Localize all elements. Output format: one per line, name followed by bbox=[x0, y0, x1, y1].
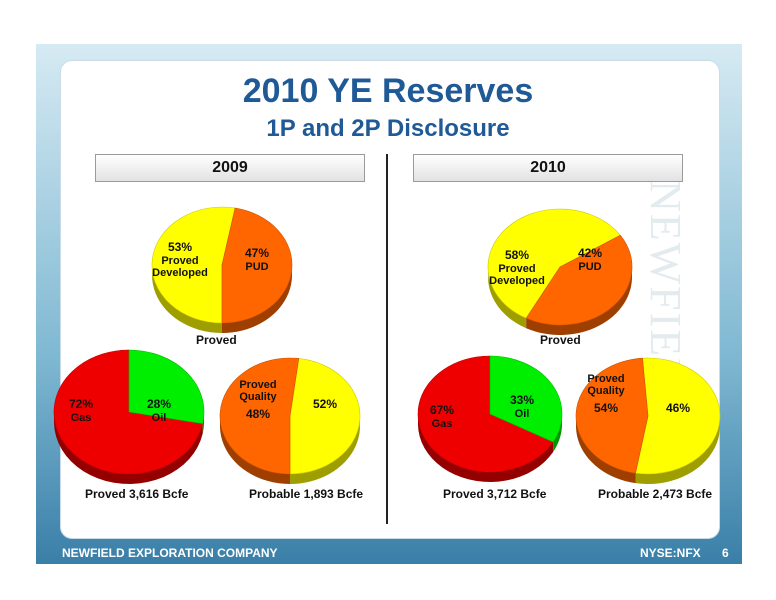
pie-0-slice-0-side bbox=[152, 269, 222, 333]
pie-5-label-0-line-1: Quality bbox=[587, 385, 625, 397]
pie-0-slice-1-side bbox=[222, 266, 292, 333]
pie-0-label-0-line-1: Developed bbox=[152, 267, 208, 279]
page-subtitle: 1P and 2P Disclosure bbox=[266, 115, 510, 142]
pie-5-slice-1-side bbox=[576, 417, 636, 484]
pie-4-slice-1 bbox=[489, 355, 563, 443]
pie-0-slice-0 bbox=[151, 206, 236, 324]
pie-2-label-0-line-1: Quality bbox=[239, 391, 277, 403]
pie-2-slice-1 bbox=[219, 357, 300, 475]
panel-divider bbox=[386, 154, 388, 524]
caption-probable-2009: Probable 1,893 Bcfe bbox=[249, 487, 364, 501]
pie-3-pct-0: 58% bbox=[505, 248, 529, 262]
pie-2-slice-1-side bbox=[220, 417, 290, 484]
pie-5-slice-1 bbox=[575, 357, 649, 474]
caption-proved-bcfe-2010: Proved 3,712 Bcfe bbox=[443, 487, 547, 501]
pie-3-label-1: PUD bbox=[578, 261, 601, 273]
pie-1-pct-0: 72% bbox=[69, 397, 93, 411]
pie-4-slice-0 bbox=[417, 355, 554, 473]
page-number: 6 bbox=[722, 546, 729, 560]
pie-5-label-0-line-0: Proved bbox=[587, 373, 624, 385]
pie-2-label-0-line-0: Proved bbox=[239, 379, 276, 391]
footer-company: NEWFIELD EXPLORATION COMPANY bbox=[62, 546, 278, 560]
pie-2-pct-1: 52% bbox=[313, 397, 337, 411]
pie-3-slice-1 bbox=[525, 234, 633, 326]
pie-5-pct-1: 46% bbox=[666, 401, 690, 415]
pie-1-label-0: Gas bbox=[71, 412, 92, 424]
pie-2-slice-0 bbox=[289, 358, 361, 475]
pie-0-label-0-line-0: Proved bbox=[161, 255, 198, 267]
pie-0-pct-1: 47% bbox=[245, 246, 269, 260]
pie-1-pct-1: 28% bbox=[147, 397, 171, 411]
caption-proved-2010: Proved bbox=[540, 333, 581, 347]
footer-ticker: NYSE:NFX bbox=[640, 546, 701, 560]
pie-2-pct-0: 48% bbox=[246, 407, 270, 421]
pie-0-pct-0: 53% bbox=[168, 240, 192, 254]
pie-3-label-0-line-0: Proved bbox=[498, 263, 535, 275]
pie-4-slice-0-side bbox=[418, 414, 554, 482]
pie-4-pct-1: 33% bbox=[510, 393, 534, 407]
panel-header-2010: 2010 bbox=[413, 154, 683, 182]
pie-3-label-0-line-1: Developed bbox=[489, 275, 545, 287]
page-title: 2010 YE Reserves bbox=[242, 72, 534, 110]
pie-4-label-0: Gas bbox=[432, 418, 453, 430]
pie-4-pct-0: 67% bbox=[430, 403, 454, 417]
pie-3-pct-1: 42% bbox=[578, 246, 602, 260]
caption-proved-bcfe-2009: Proved 3,616 Bcfe bbox=[85, 487, 189, 501]
pie-5-pct-0: 54% bbox=[594, 401, 618, 415]
pie-4-slice-1-side bbox=[553, 416, 562, 452]
caption-probable-2010: Probable 2,473 Bcfe bbox=[598, 487, 713, 501]
pie-0-label-1: PUD bbox=[245, 261, 268, 273]
pie-3-slice-0 bbox=[487, 208, 621, 319]
panel-header-2009: 2009 bbox=[95, 154, 365, 182]
pie-3-slice-1-side bbox=[526, 267, 632, 335]
pie-4-label-1: Oil bbox=[515, 408, 530, 420]
pie-1-slice-1 bbox=[128, 349, 205, 424]
pie-1-slice-0 bbox=[53, 349, 204, 475]
pie-1-label-1: Oil bbox=[152, 412, 167, 424]
pie-5-slice-0-side bbox=[635, 418, 720, 484]
pie-3-slice-0-side bbox=[488, 271, 527, 329]
pie-2-slice-0-side bbox=[290, 419, 360, 484]
pie-0-slice-1 bbox=[221, 207, 293, 324]
caption-proved-2009: Proved bbox=[196, 333, 237, 347]
pie-5-slice-0 bbox=[635, 357, 721, 475]
